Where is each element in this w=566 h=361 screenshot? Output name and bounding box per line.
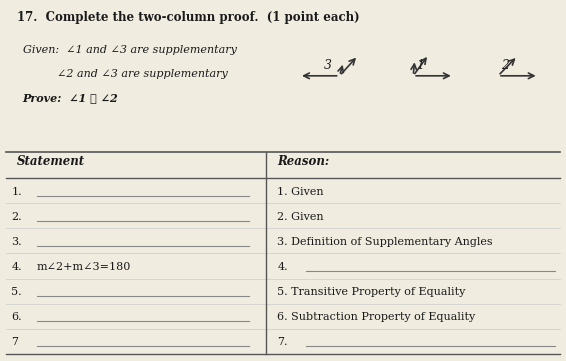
Text: 5. Transitive Property of Equality: 5. Transitive Property of Equality xyxy=(277,287,466,297)
Text: Statement: Statement xyxy=(17,155,85,168)
Text: Given:  ∠1 and ∠3 are supplementary: Given: ∠1 and ∠3 are supplementary xyxy=(23,45,237,55)
Text: 3. Definition of Supplementary Angles: 3. Definition of Supplementary Angles xyxy=(277,237,493,247)
Text: 1.: 1. xyxy=(11,187,22,197)
Text: 4.: 4. xyxy=(11,262,22,272)
Text: Reason:: Reason: xyxy=(277,155,329,168)
Text: 4.: 4. xyxy=(277,262,288,272)
Text: 1. Given: 1. Given xyxy=(277,187,324,197)
Text: 7.: 7. xyxy=(277,338,288,348)
Text: 1: 1 xyxy=(416,58,424,71)
Text: 2. Given: 2. Given xyxy=(277,212,324,222)
Text: 5.: 5. xyxy=(11,287,22,297)
Text: 2: 2 xyxy=(501,58,509,71)
Text: 6. Subtraction Property of Equality: 6. Subtraction Property of Equality xyxy=(277,312,475,322)
Text: 2.: 2. xyxy=(11,212,22,222)
Text: m∠2+m∠3=180: m∠2+m∠3=180 xyxy=(37,262,131,272)
Text: 3.: 3. xyxy=(11,237,22,247)
Text: ∠2 and ∠3 are supplementary: ∠2 and ∠3 are supplementary xyxy=(57,69,228,79)
Text: 7: 7 xyxy=(11,338,18,348)
Text: 17.  Complete the two-column proof.  (1 point each): 17. Complete the two-column proof. (1 po… xyxy=(17,11,359,24)
Text: 6.: 6. xyxy=(11,312,22,322)
Text: Prove:  ∠1 ≅ ∠2: Prove: ∠1 ≅ ∠2 xyxy=(23,92,118,103)
Text: 3: 3 xyxy=(324,58,332,71)
